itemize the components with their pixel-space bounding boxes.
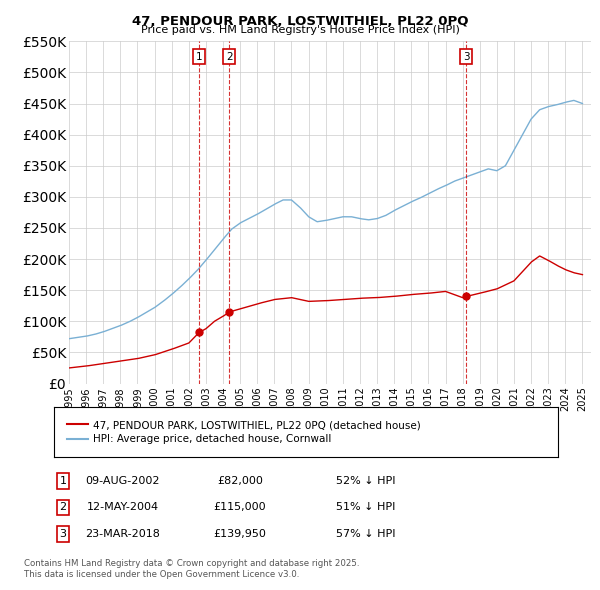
Text: 3: 3: [59, 529, 67, 539]
Text: 1: 1: [59, 476, 67, 486]
Text: 12-MAY-2004: 12-MAY-2004: [87, 503, 159, 512]
Text: 57% ↓ HPI: 57% ↓ HPI: [336, 529, 396, 539]
Text: 47, PENDOUR PARK, LOSTWITHIEL, PL22 0PQ: 47, PENDOUR PARK, LOSTWITHIEL, PL22 0PQ: [132, 15, 468, 28]
Text: 52% ↓ HPI: 52% ↓ HPI: [336, 476, 396, 486]
Text: £82,000: £82,000: [217, 476, 263, 486]
Text: 2: 2: [59, 503, 67, 512]
Text: 51% ↓ HPI: 51% ↓ HPI: [337, 503, 395, 512]
Text: £115,000: £115,000: [214, 503, 266, 512]
Text: Contains HM Land Registry data © Crown copyright and database right 2025.: Contains HM Land Registry data © Crown c…: [24, 559, 359, 568]
Text: 2: 2: [226, 51, 233, 61]
Text: 1: 1: [196, 51, 202, 61]
Text: 09-AUG-2002: 09-AUG-2002: [86, 476, 160, 486]
Text: This data is licensed under the Open Government Licence v3.0.: This data is licensed under the Open Gov…: [24, 571, 299, 579]
Text: £139,950: £139,950: [214, 529, 266, 539]
Text: 3: 3: [463, 51, 470, 61]
Legend: 47, PENDOUR PARK, LOSTWITHIEL, PL22 0PQ (detached house), HPI: Average price, de: 47, PENDOUR PARK, LOSTWITHIEL, PL22 0PQ …: [64, 417, 424, 447]
Text: 23-MAR-2018: 23-MAR-2018: [86, 529, 160, 539]
Text: Price paid vs. HM Land Registry's House Price Index (HPI): Price paid vs. HM Land Registry's House …: [140, 25, 460, 35]
